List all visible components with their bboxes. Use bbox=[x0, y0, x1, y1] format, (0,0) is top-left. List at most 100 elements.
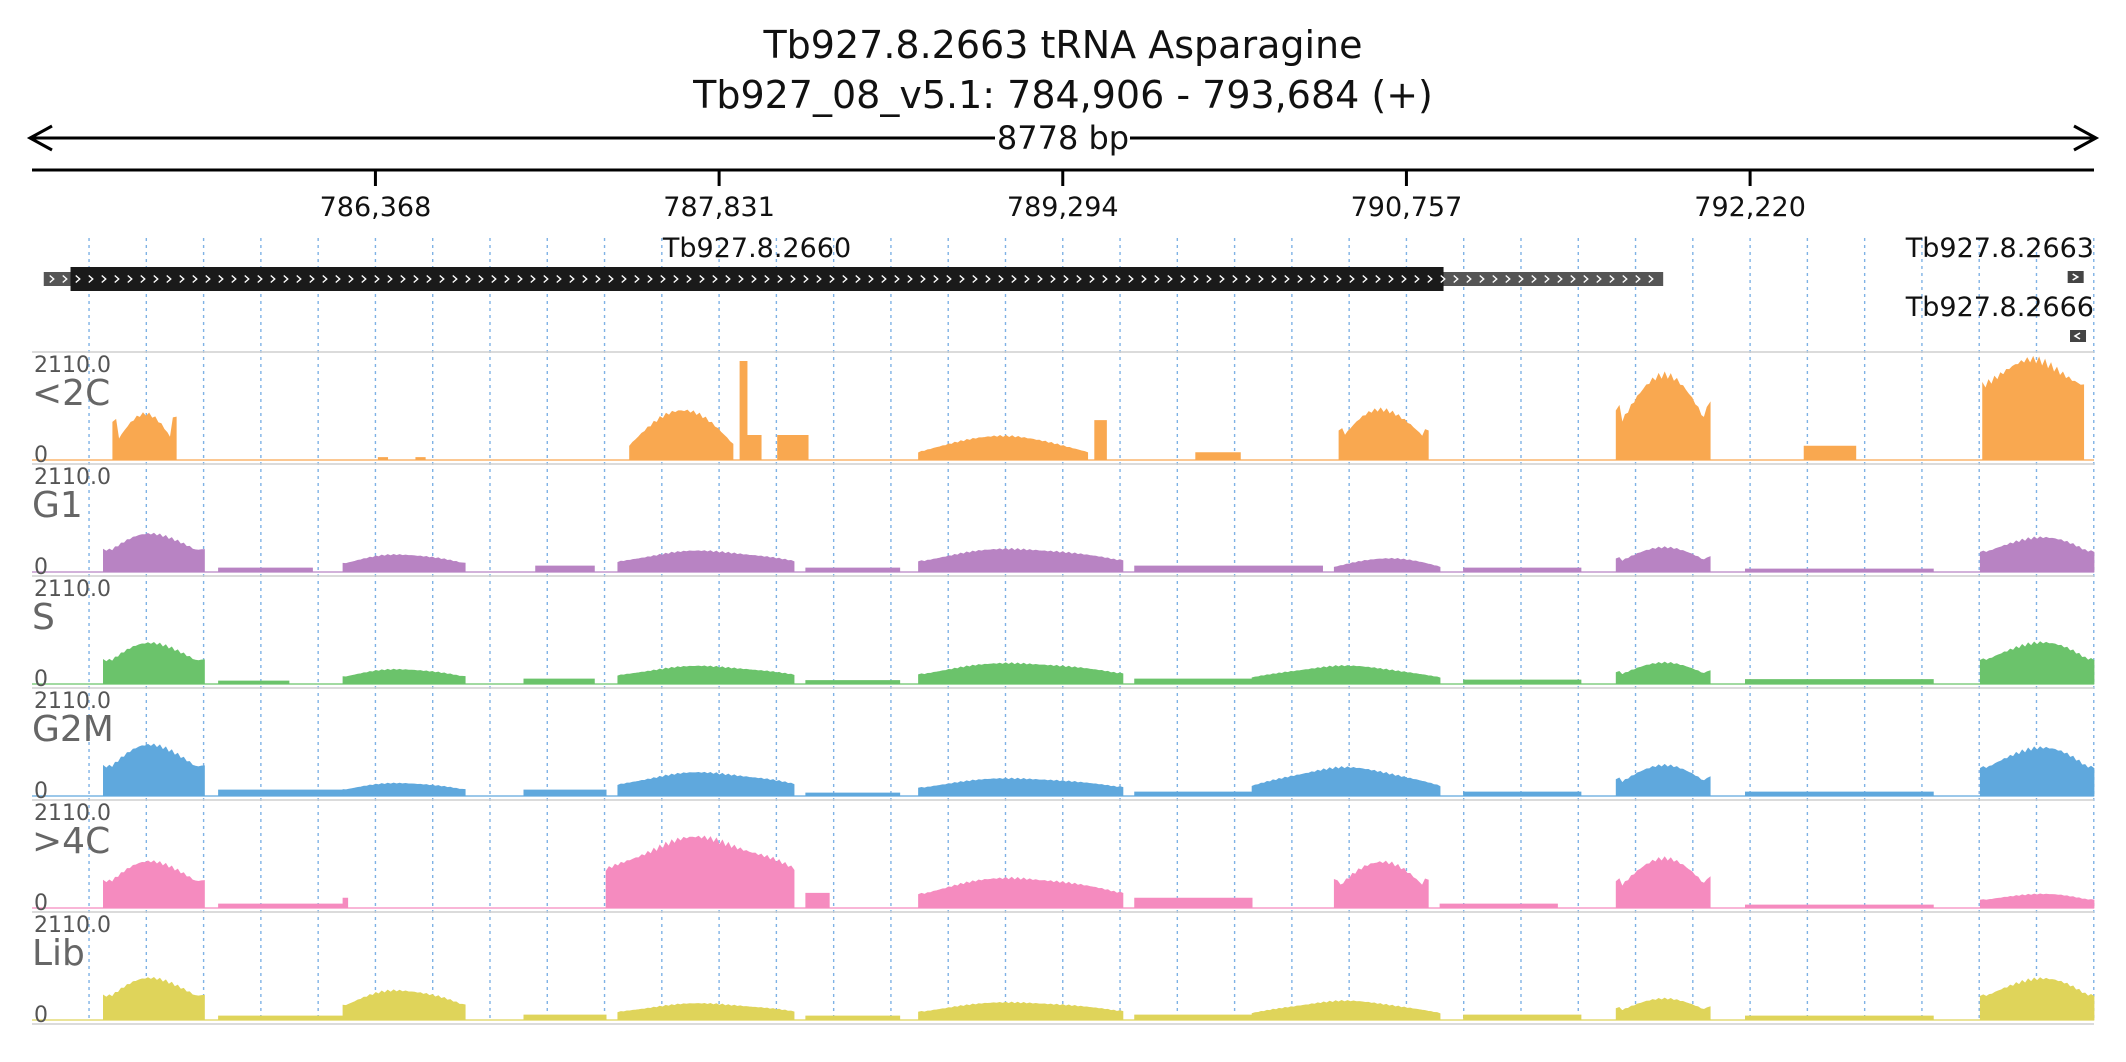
genomic-axis: 786,368 787,831 789,294 790,757 792,220 bbox=[32, 168, 2094, 223]
coverage-segment bbox=[1982, 355, 2085, 461]
coverage-segment bbox=[617, 550, 795, 573]
coverage-segment bbox=[1979, 893, 2095, 909]
coverage-segment bbox=[605, 835, 795, 909]
coverage-segment bbox=[1615, 856, 1711, 909]
coverage-track: 2110.0G1 0 bbox=[32, 463, 2095, 580]
coverage-segment bbox=[103, 532, 205, 573]
coverage-segment bbox=[1094, 420, 1107, 461]
strand-reverse-icon bbox=[2073, 332, 2081, 340]
track-max-label: 2110.0 bbox=[34, 913, 111, 938]
coverage-segment bbox=[342, 668, 466, 685]
coverage-segment bbox=[218, 789, 344, 797]
coverage-segment bbox=[617, 1002, 795, 1021]
strand-forward-icon bbox=[2072, 273, 2080, 281]
track-max-label: 2110.0 bbox=[34, 689, 111, 714]
page-title: Tb927.8.2663 tRNA Asparagine bbox=[762, 23, 1362, 67]
track-max-label: 2110.0 bbox=[34, 577, 111, 602]
coverage-segment bbox=[805, 680, 901, 685]
track-name: S bbox=[32, 597, 55, 638]
coverage-segment bbox=[112, 412, 177, 461]
coverage-segment bbox=[342, 897, 349, 909]
coverage-segment bbox=[1463, 1014, 1582, 1021]
coverage-segment bbox=[918, 547, 1124, 573]
gene-feature[interactable]: Tb927.8.2660 bbox=[43, 233, 1664, 291]
coverage-segment bbox=[1338, 407, 1429, 461]
coverage-segment bbox=[218, 903, 344, 909]
track-name: Lib bbox=[32, 933, 85, 974]
track-min-label: 0 bbox=[34, 891, 48, 916]
axis-tick-label: 787,831 bbox=[663, 192, 775, 223]
coverage-segment bbox=[1333, 860, 1429, 909]
track-min-label: 0 bbox=[34, 667, 48, 692]
coverage-segment bbox=[1251, 766, 1441, 797]
arrow-right-icon bbox=[2073, 124, 2100, 152]
coverage-track: 2110.0S 0 bbox=[32, 575, 2095, 692]
coverage-segment bbox=[218, 680, 290, 685]
axis-tick-label: 792,220 bbox=[1694, 192, 1806, 223]
gene-label: Tb927.8.2663 bbox=[1905, 233, 2094, 264]
track-name: G1 bbox=[32, 485, 83, 526]
coverage-segment bbox=[1745, 568, 1934, 573]
coverage-tracks: 2110.0<2C02110.0G102110.0S02110.0G2M0211… bbox=[32, 351, 2095, 1028]
coverage-segment bbox=[1333, 557, 1441, 573]
location-subtitle: Tb927_08_v5.1: 784,906 - 793,684 (+) bbox=[692, 73, 1433, 117]
coverage-segment bbox=[523, 1014, 607, 1021]
coverage-segment bbox=[1439, 903, 1558, 909]
coverage-segment bbox=[342, 989, 466, 1021]
gene-cds-bar bbox=[70, 267, 1444, 291]
gene-feature[interactable]: Tb927.8.2663 bbox=[1905, 233, 2094, 283]
span-length-label: 8778 bp bbox=[997, 119, 1129, 157]
coverage-segment bbox=[1134, 1014, 1253, 1021]
gene-feature[interactable]: Tb927.8.2666 bbox=[1905, 292, 2094, 342]
track-name: G2M bbox=[32, 709, 114, 750]
coverage-segment bbox=[918, 662, 1124, 685]
track-max-label: 2110.0 bbox=[34, 465, 111, 490]
arrow-left-icon bbox=[26, 124, 53, 152]
coverage-segment bbox=[1979, 536, 2095, 573]
coverage-segment bbox=[342, 553, 466, 573]
coverage-segment bbox=[103, 641, 205, 685]
coverage-segment bbox=[805, 892, 830, 909]
coverage-segment bbox=[1615, 997, 1711, 1021]
coverage-segment bbox=[1463, 791, 1582, 797]
coverage-segment bbox=[1979, 746, 2095, 797]
coverage-segment bbox=[805, 792, 901, 797]
coverage-segment bbox=[1745, 904, 1934, 909]
gene-bar bbox=[2070, 330, 2087, 342]
coverage-segment bbox=[1251, 664, 1441, 685]
gene-track: Tb927.8.2660 Tb927.8.2663 Tb927.8.2666 bbox=[43, 233, 2094, 342]
span-ruler: 8778 bp bbox=[26, 119, 2100, 157]
coverage-segment bbox=[1615, 763, 1711, 797]
coverage-segment bbox=[218, 567, 313, 573]
coverage-segment bbox=[1745, 679, 1934, 685]
track-max-label: 2110.0 bbox=[34, 353, 111, 378]
axis-tick-label: 790,757 bbox=[1351, 192, 1463, 223]
coverage-segment bbox=[1615, 371, 1711, 461]
coverage-segment bbox=[805, 567, 901, 573]
coverage-segment bbox=[617, 665, 795, 685]
coverage-segment bbox=[1979, 641, 2095, 685]
coverage-segment bbox=[918, 777, 1124, 797]
axis-tick-label: 786,368 bbox=[320, 192, 432, 223]
track-min-label: 0 bbox=[34, 555, 48, 580]
coverage-segment bbox=[1134, 791, 1253, 797]
coverage-segment bbox=[1134, 897, 1253, 909]
coverage-segment bbox=[1745, 1015, 1934, 1021]
track-name: <2C bbox=[32, 373, 110, 414]
axis-tick-label: 789,294 bbox=[1007, 192, 1119, 223]
coverage-segment bbox=[103, 860, 205, 909]
coverage-segment bbox=[1803, 445, 1857, 461]
coverage-segment bbox=[523, 678, 595, 685]
coverage-segment bbox=[1251, 999, 1441, 1021]
coverage-segment bbox=[535, 565, 595, 573]
gene-bar bbox=[2067, 271, 2084, 283]
coverage-segment bbox=[218, 1015, 344, 1021]
coverage-segment bbox=[1615, 546, 1711, 573]
coverage-segment bbox=[523, 789, 607, 797]
track-min-label: 0 bbox=[34, 779, 48, 804]
coverage-segment bbox=[342, 782, 466, 797]
track-min-label: 0 bbox=[34, 1003, 48, 1028]
gene-label: Tb927.8.2666 bbox=[1905, 292, 2094, 323]
